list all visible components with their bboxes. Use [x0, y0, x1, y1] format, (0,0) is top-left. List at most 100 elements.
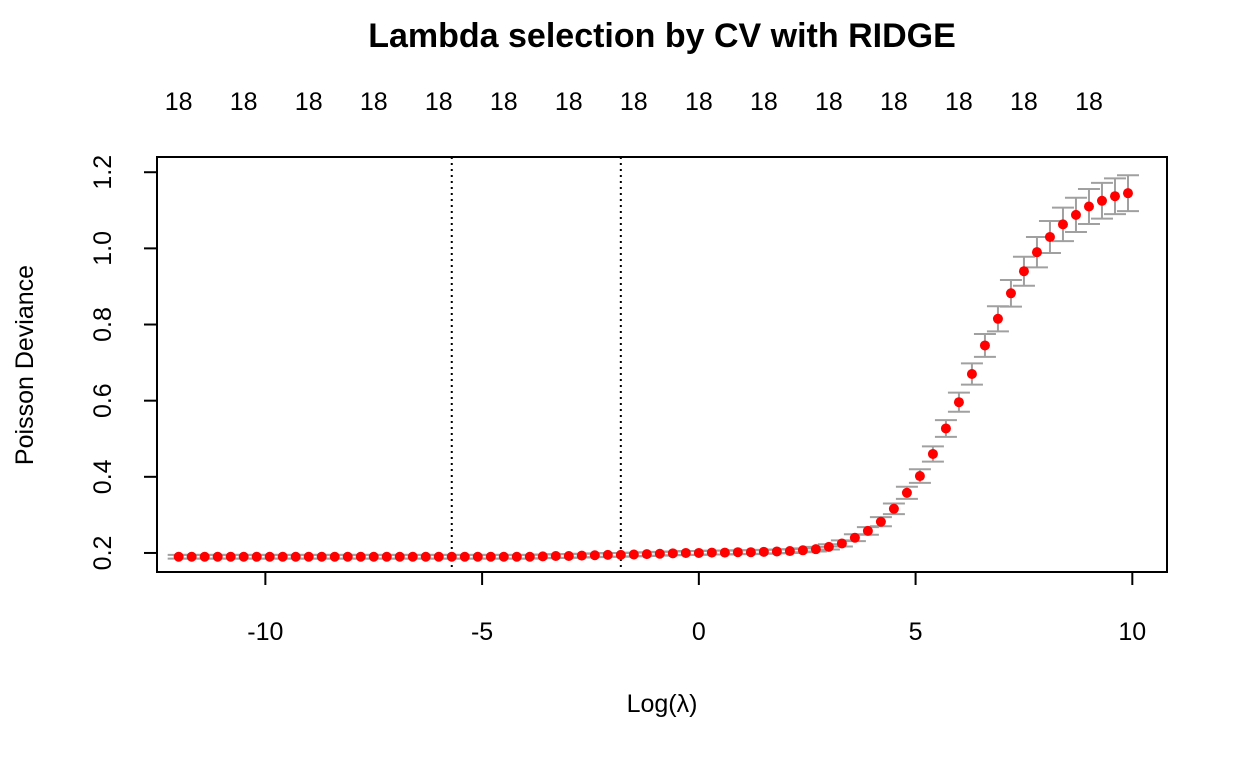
data-point: [862, 525, 873, 536]
data-points: [173, 188, 1133, 562]
error-bars: [167, 174, 1139, 560]
top-axis-label: 18: [230, 88, 258, 116]
x-tick-label: 0: [692, 618, 706, 646]
data-point: [1083, 201, 1094, 212]
y-axis-label: Poisson Deviance: [11, 265, 39, 465]
top-axis-label: 18: [555, 88, 583, 116]
data-point: [927, 448, 938, 459]
data-point: [1096, 195, 1107, 206]
top-axis-label: 18: [945, 88, 973, 116]
y-tick-label: 0.4: [89, 459, 117, 494]
data-point: [576, 550, 587, 561]
top-axis-label: 18: [295, 88, 323, 116]
data-point: [290, 551, 301, 562]
data-point: [901, 487, 912, 498]
data-point: [1031, 247, 1042, 258]
data-point: [329, 551, 340, 562]
x-axis-label: Log(λ): [627, 690, 698, 718]
data-point: [1018, 266, 1029, 277]
top-axis-label: 18: [620, 88, 648, 116]
data-point: [433, 551, 444, 562]
data-point: [888, 503, 899, 514]
data-point: [368, 551, 379, 562]
data-point: [420, 551, 431, 562]
data-point: [459, 551, 470, 562]
data-point: [186, 551, 197, 562]
data-point: [654, 548, 665, 559]
data-point: [381, 551, 392, 562]
data-point: [485, 551, 496, 562]
data-point: [745, 547, 756, 558]
y-tick-label: 0.6: [89, 383, 117, 418]
data-point: [225, 551, 236, 562]
data-point: [511, 551, 522, 562]
data-point: [563, 551, 574, 562]
y-axis: 0.2 0.4 0.6 0.8 1.0 1.2: [89, 155, 158, 571]
data-point: [1005, 288, 1016, 299]
data-point: [303, 551, 314, 562]
data-point: [173, 551, 184, 562]
data-point: [394, 551, 405, 562]
y-tick-label: 0.8: [89, 307, 117, 342]
data-point: [316, 551, 327, 562]
top-axis-label: 18: [165, 88, 193, 116]
data-point: [238, 551, 249, 562]
data-point: [693, 547, 704, 558]
data-point: [1109, 191, 1120, 202]
data-point: [355, 551, 366, 562]
data-point: [1044, 231, 1055, 242]
top-axis-label: 18: [1010, 88, 1038, 116]
data-point: [966, 369, 977, 380]
data-point: [732, 547, 743, 558]
data-point: [264, 551, 275, 562]
data-point: [1057, 219, 1068, 230]
data-point: [784, 546, 795, 557]
data-point: [472, 551, 483, 562]
data-point: [667, 548, 678, 559]
data-point: [914, 471, 925, 482]
data-point: [1070, 209, 1081, 220]
y-tick-label: 1.0: [89, 231, 117, 266]
data-point: [992, 313, 1003, 324]
data-point: [771, 546, 782, 557]
data-point: [719, 547, 730, 558]
x-tick-label: 5: [909, 618, 923, 646]
data-point: [628, 549, 639, 560]
data-point: [836, 538, 847, 549]
x-axis: -10 -5 0 5 10: [247, 571, 1146, 646]
top-axis-label: 18: [750, 88, 778, 116]
data-point: [979, 340, 990, 351]
x-tick-label: -5: [471, 618, 493, 646]
y-tick-label: 0.2: [89, 536, 117, 571]
top-axis-label: 18: [425, 88, 453, 116]
data-point: [940, 423, 951, 434]
top-axis-label: 18: [490, 88, 518, 116]
data-point: [875, 516, 886, 527]
data-point: [953, 397, 964, 408]
data-point: [1122, 188, 1133, 199]
data-point: [277, 551, 288, 562]
plot-frame: [156, 156, 1168, 573]
data-point: [602, 549, 613, 560]
data-point: [407, 551, 418, 562]
data-point: [758, 546, 769, 557]
top-axis-label: 18: [815, 88, 843, 116]
data-point: [446, 551, 457, 562]
data-point: [706, 547, 717, 558]
data-point: [537, 551, 548, 562]
data-point: [849, 532, 860, 543]
data-point: [524, 551, 535, 562]
data-point: [641, 549, 652, 560]
data-point: [251, 551, 262, 562]
data-point: [615, 549, 626, 560]
top-axis-label: 18: [360, 88, 388, 116]
reference-lines: [450, 157, 622, 572]
data-point: [589, 550, 600, 561]
x-tick-label: 10: [1118, 618, 1146, 646]
top-axis-label: 18: [1075, 88, 1103, 116]
y-tick-label: 1.2: [89, 155, 117, 190]
data-point: [797, 545, 808, 556]
data-point: [810, 544, 821, 555]
data-point: [680, 547, 691, 558]
top-axis: 18 18 18 18 18 18 18 18 18 18 18 18 18 18 18: [165, 88, 1103, 116]
